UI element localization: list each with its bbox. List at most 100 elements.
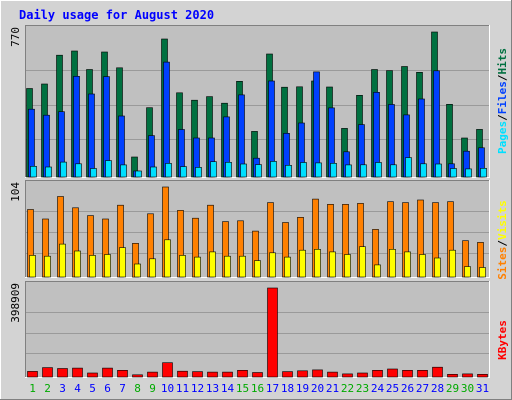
day-label-9: 9 (149, 382, 156, 395)
legend-entry-visits: Visits (496, 200, 509, 240)
bar-kbytes-day-2 (42, 367, 53, 378)
bar-sites-day-16 (254, 260, 261, 278)
bar-pages-day-18 (285, 165, 292, 178)
legend-entry-hits: Hits (496, 48, 509, 75)
visits-sites-y-max-label: 104 (9, 182, 22, 202)
bar-kbytes-day-28 (432, 366, 443, 378)
day-label-31: 31 (476, 382, 489, 395)
bar-pages-day-15 (240, 163, 247, 178)
day-label-28: 28 (431, 382, 444, 395)
bar-pages-day-23 (360, 164, 367, 178)
bar-kbytes-day-10 (162, 362, 173, 378)
bar-pages-day-2 (45, 166, 52, 178)
bar-sites-day-7 (119, 247, 126, 278)
legend-entry-pages: Pages (496, 121, 509, 154)
day-label-16: 16 (251, 382, 264, 395)
bar-files-day-20 (313, 71, 320, 178)
bar-kbytes-day-9 (147, 371, 158, 378)
day-label-30: 30 (461, 382, 474, 395)
bar-pages-day-4 (75, 163, 82, 178)
day-label-8: 8 (134, 382, 141, 395)
day-label-27: 27 (416, 382, 429, 395)
bar-sites-day-4 (74, 250, 81, 278)
bar-pages-day-22 (345, 164, 352, 178)
bar-sites-day-29 (449, 249, 456, 278)
bar-pages-day-17 (270, 161, 277, 178)
bar-kbytes-day-19 (297, 370, 308, 378)
bar-pages-day-28 (435, 163, 442, 178)
visits-sites-legend: Sites/Visits (496, 200, 509, 280)
bar-sites-day-24 (374, 264, 381, 278)
bar-pages-day-10 (165, 163, 172, 178)
day-label-24: 24 (371, 382, 385, 395)
bar-sites-day-20 (314, 249, 321, 278)
bar-pages-day-21 (330, 163, 337, 178)
bar-kbytes-day-3 (57, 368, 68, 378)
bar-sites-day-6 (104, 254, 111, 278)
bar-files-day-4 (73, 76, 80, 178)
day-label-10: 10 (161, 382, 174, 395)
bar-pages-day-19 (300, 162, 307, 178)
bar-pages-day-20 (315, 162, 322, 178)
bar-pages-day-3 (60, 161, 67, 178)
bar-pages-day-24 (375, 162, 382, 178)
bar-kbytes-day-8 (132, 374, 143, 378)
bar-kbytes-day-4 (72, 367, 83, 378)
day-label-7: 7 (119, 382, 126, 395)
chart-title: Daily usage for August 2020 (19, 8, 214, 22)
legend-entry-separator: / (496, 114, 509, 121)
bar-pages-day-27 (420, 163, 427, 178)
day-label-14: 14 (221, 382, 235, 395)
legend-entry-separator: / (496, 74, 509, 81)
bar-kbytes-day-22 (342, 373, 353, 378)
bar-kbytes-day-30 (462, 373, 473, 378)
bar-pages-day-7 (120, 164, 127, 178)
bar-kbytes-day-16 (252, 372, 263, 378)
legend-entry-kbytes: KBytes (496, 320, 509, 360)
kbytes-y-max-label: 398909 (9, 283, 22, 323)
bar-pages-day-5 (90, 168, 97, 178)
bar-kbytes-day-24 (372, 369, 383, 378)
day-label-15: 15 (236, 382, 249, 395)
bar-kbytes-day-14 (222, 371, 233, 378)
bar-sites-day-21 (329, 251, 336, 278)
day-label-4: 4 (74, 382, 81, 395)
bar-sites-day-1 (29, 255, 36, 278)
day-label-18: 18 (281, 382, 294, 395)
day-label-25: 25 (386, 382, 399, 395)
bar-pages-day-13 (210, 161, 217, 178)
bar-sites-day-9 (149, 258, 156, 278)
bar-kbytes-day-5 (87, 372, 98, 378)
bar-kbytes-day-17 (267, 287, 278, 378)
visits-sites-panel: 104 Sites/Visits (9, 180, 509, 280)
day-label-22: 22 (341, 382, 354, 395)
day-label-3: 3 (59, 382, 66, 395)
day-label-17: 17 (266, 382, 279, 395)
bar-kbytes-day-26 (402, 369, 413, 378)
bar-pages-day-25 (390, 164, 397, 178)
bar-pages-day-16 (255, 164, 262, 178)
bar-kbytes-day-7 (117, 369, 128, 378)
bar-kbytes-day-29 (447, 373, 458, 378)
bar-pages-day-1 (30, 166, 37, 178)
bar-sites-day-15 (239, 255, 246, 278)
bar-files-day-28 (433, 70, 440, 178)
hits-files-pages-y-max-label: 770 (9, 27, 22, 47)
bar-sites-day-2 (44, 255, 51, 278)
kbytes-legend: KBytes (496, 320, 509, 360)
bar-sites-day-13 (209, 251, 216, 278)
bar-pages-day-26 (405, 157, 412, 178)
bar-sites-day-12 (194, 256, 201, 278)
bar-kbytes-day-20 (312, 369, 323, 378)
bar-kbytes-day-18 (282, 371, 293, 378)
panels-layer: 770Pages/Files/Hits104Sites/Visits398909… (9, 25, 509, 378)
bar-sites-day-26 (404, 251, 411, 278)
day-label-11: 11 (176, 382, 189, 395)
bar-sites-day-18 (284, 256, 291, 278)
bar-sites-day-17 (269, 252, 276, 278)
bar-sites-day-23 (359, 246, 366, 278)
day-label-12: 12 (191, 382, 204, 395)
bar-sites-day-14 (224, 255, 231, 278)
day-label-2: 2 (44, 382, 51, 395)
